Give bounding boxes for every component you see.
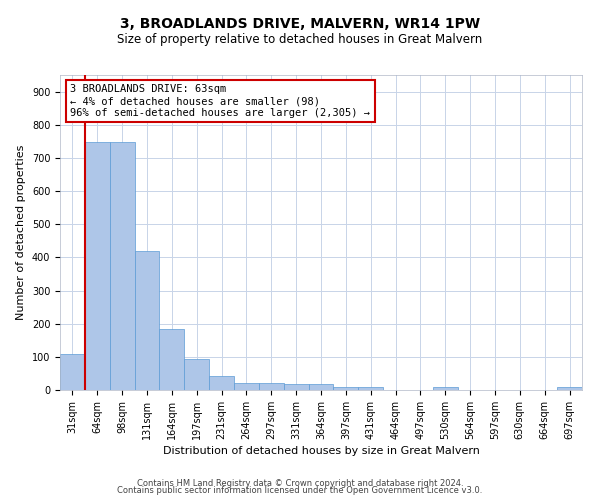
Bar [85,142,110,390]
X-axis label: Distribution of detached houses by size in Great Malvern: Distribution of detached houses by size … [163,446,479,456]
Bar [184,358,209,390]
Bar [234,384,259,390]
Bar [134,250,160,390]
Bar [557,388,582,390]
Text: Size of property relative to detached houses in Great Malvern: Size of property relative to detached ho… [118,32,482,46]
Bar [433,388,458,390]
Bar [259,384,284,390]
Bar [284,384,308,390]
Bar [209,376,234,390]
Y-axis label: Number of detached properties: Number of detached properties [16,145,26,320]
Bar [358,386,383,390]
Bar [60,354,85,390]
Text: Contains HM Land Registry data © Crown copyright and database right 2024.: Contains HM Land Registry data © Crown c… [137,478,463,488]
Bar [334,386,358,390]
Text: 3, BROADLANDS DRIVE, MALVERN, WR14 1PW: 3, BROADLANDS DRIVE, MALVERN, WR14 1PW [120,18,480,32]
Bar [160,328,184,390]
Text: 3 BROADLANDS DRIVE: 63sqm
← 4% of detached houses are smaller (98)
96% of semi-d: 3 BROADLANDS DRIVE: 63sqm ← 4% of detach… [70,84,370,117]
Bar [110,142,134,390]
Text: Contains public sector information licensed under the Open Government Licence v3: Contains public sector information licen… [118,486,482,495]
Bar [308,384,334,390]
